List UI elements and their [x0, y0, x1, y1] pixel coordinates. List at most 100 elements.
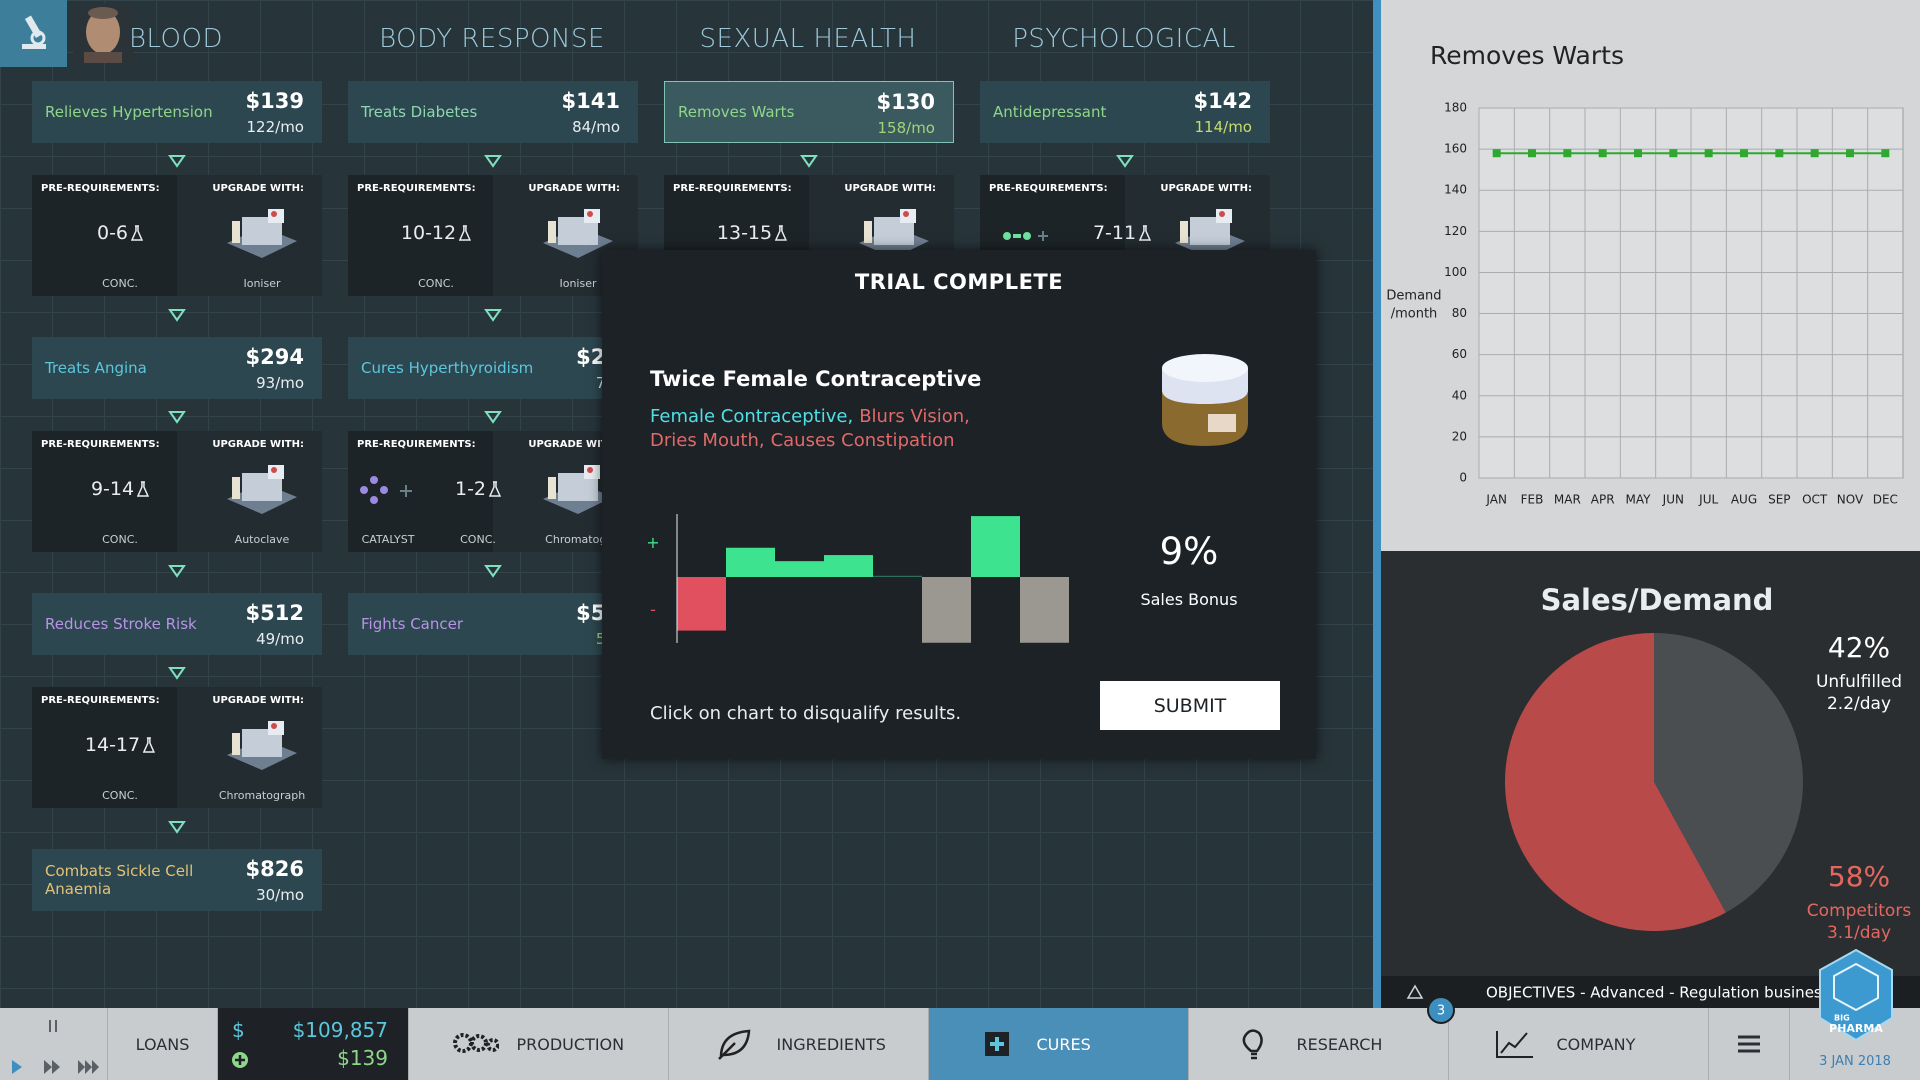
cure-price: $130	[876, 90, 935, 114]
cure-card[interactable]: Combats Sickle Cell Anaemia $826 30/mo	[32, 849, 322, 911]
catalyst-icon	[1003, 231, 1048, 241]
trial-bar[interactable]	[873, 575, 922, 577]
cure-card[interactable]: Antidepressant $142 114/mo	[980, 81, 1270, 143]
range-text: 7-11	[1092, 222, 1137, 244]
cash-display: $ $109,857 $139	[218, 1008, 409, 1080]
arrow-shape	[800, 155, 818, 168]
cure-card[interactable]: Cures Hyperthyroidism$2972/	[348, 337, 638, 399]
cure-card[interactable]: Treats Angina $294 93/mo	[32, 337, 322, 399]
fastest-button[interactable]	[78, 1060, 99, 1074]
cure-name: Antidepressant	[993, 103, 1107, 121]
arrow-shape	[484, 309, 502, 322]
category-tab[interactable]: PSYCHOLOGICAL	[1012, 24, 1236, 54]
concentration-range: 0-6	[97, 222, 144, 244]
objectives-text[interactable]: OBJECTIVES - Advanced - Regulation busin…	[1486, 984, 1830, 1002]
conc-label: CONC.	[102, 277, 138, 290]
upgrade-header: UPGRADE WITH:	[844, 183, 936, 194]
machine-name: Ioniser	[243, 277, 281, 290]
y-tick-label: 180	[1444, 101, 1467, 115]
conc-label: CONC.	[418, 277, 454, 290]
effect: Dries Mouth,	[650, 430, 765, 451]
upgrade-header: UPGRADE WITH:	[528, 183, 620, 194]
cure-card[interactable]: Removes Warts $130 158/mo	[664, 81, 954, 143]
range-text: 9-14	[90, 478, 135, 500]
x-tick-label: SEP	[1768, 493, 1790, 507]
x-tick-label: JUN	[1662, 493, 1684, 507]
arrow-shape	[484, 411, 502, 424]
machine-name: Chromatograph	[218, 789, 306, 802]
fast-button[interactable]	[44, 1060, 60, 1074]
demand-point	[1563, 149, 1572, 158]
prereq-header: PRE-REQUIREMENTS:	[41, 183, 160, 194]
gear	[452, 1033, 473, 1053]
machine-name: Autoclave	[234, 533, 290, 546]
trial-chart[interactable]: +-	[602, 250, 1316, 759]
logo-text: PHARMA	[1829, 1022, 1883, 1035]
menu-button[interactable]	[1708, 1008, 1790, 1080]
submit-button[interactable]: SUBMIT	[1100, 681, 1280, 730]
nav-tab[interactable]: COMPANY	[1449, 1008, 1709, 1080]
catalyst-dot	[1023, 232, 1031, 240]
x-tick-label: MAR	[1554, 493, 1581, 507]
arrow-down	[484, 411, 502, 424]
machine-name: Ioniser	[559, 277, 597, 290]
flask-icon	[131, 225, 144, 241]
cure-price: $139	[245, 89, 304, 113]
trial-bar[interactable]	[677, 577, 726, 631]
badge-count: 3	[1437, 1004, 1445, 1019]
upgrade-header: UPGRADE WITH:	[1160, 183, 1252, 194]
demand-point	[1634, 149, 1642, 158]
trial-bar[interactable]	[775, 561, 824, 577]
trial-bar[interactable]	[726, 547, 775, 577]
demand-point	[1810, 149, 1819, 158]
arrow-down	[168, 565, 186, 578]
category-tab[interactable]: BODY RESPONSE	[379, 24, 605, 54]
nav-tab[interactable]: PRODUCTION	[409, 1008, 669, 1080]
prereq-panel: PRE-REQUIREMENTS: UPGRADE WITH: 14-17 CONC.…	[32, 687, 322, 808]
nav-icon	[984, 1032, 1009, 1056]
x-tick-label: FEB	[1521, 493, 1544, 507]
panel-divider	[1373, 0, 1381, 1008]
pie-category-label: Competitors	[1807, 901, 1912, 921]
machine-light	[903, 211, 909, 217]
effect: Female Contraceptive,	[650, 406, 854, 427]
category-tab[interactable]: SEXUAL HEALTH	[699, 24, 917, 54]
arrow-shape	[168, 155, 186, 168]
cure-card[interactable]: Relieves Hypertension $139 122/mo	[32, 81, 322, 143]
cure-card[interactable]: Reduces Stroke Risk $512 49/mo	[32, 593, 322, 655]
category-tab[interactable]: BLOOD	[128, 24, 224, 54]
arrow-shape	[484, 155, 502, 168]
trial-bar[interactable]	[971, 516, 1020, 577]
machine-worker	[864, 221, 872, 243]
cure-card[interactable]: Fights Cancer$5954/	[348, 593, 638, 655]
nav-tab[interactable]: RESEARCH	[1189, 1008, 1449, 1080]
loans-button[interactable]: LOANS	[108, 1008, 218, 1080]
prereq-panel: PRE-REQUIREMENTS: UPGRADE WITH: 10-12 CONC.…	[348, 175, 638, 296]
nav-label: COMPANY	[1556, 1034, 1636, 1054]
y-tick-label: 120	[1444, 224, 1467, 238]
avatar	[84, 7, 122, 63]
demand-point	[1492, 149, 1501, 158]
pause-button[interactable]	[49, 1020, 57, 1032]
y-tick-label: 20	[1452, 429, 1467, 443]
play-button[interactable]	[12, 1060, 22, 1074]
nav-tab[interactable]: INGREDIENTS	[669, 1008, 929, 1080]
top-icons	[0, 0, 133, 67]
trial-bar[interactable]	[824, 555, 873, 577]
trial-bar[interactable]	[922, 577, 971, 643]
cure-card[interactable]: Treats Diabetes $141 84/mo	[348, 81, 638, 143]
bonus-value: 9%	[1159, 530, 1219, 573]
speed-controls	[0, 1008, 108, 1080]
nav-tab[interactable]: CURES	[929, 1008, 1189, 1080]
dialog-title: TRIAL COMPLETE	[854, 270, 1064, 294]
machine-light	[587, 211, 593, 217]
y-tick-label: 100	[1444, 265, 1467, 279]
notification-badge[interactable]: 3	[1426, 995, 1456, 1025]
flask-shape	[489, 481, 502, 497]
cure-name: Treats Diabetes	[361, 103, 478, 121]
leaf	[717, 1029, 750, 1060]
trial-bar[interactable]	[1020, 577, 1069, 643]
effect: Blurs Vision,	[859, 406, 970, 427]
y-tick-label: -	[650, 600, 656, 619]
y-tick-label: 40	[1452, 388, 1467, 402]
